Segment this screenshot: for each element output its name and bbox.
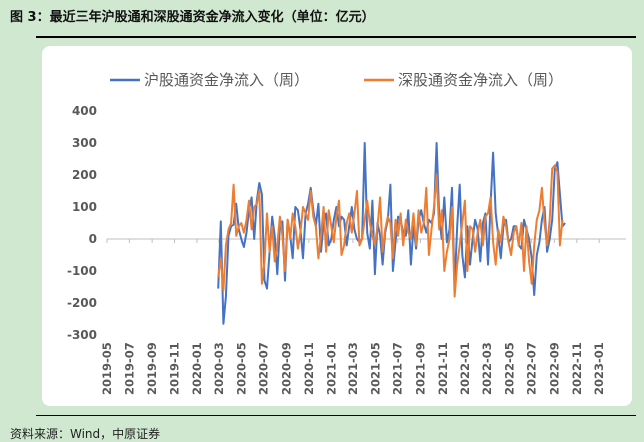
x-tick-label: 2019-11	[168, 342, 182, 395]
x-tick-label: 2021-09	[413, 342, 427, 395]
x-tick-label: 2019-07	[122, 342, 136, 395]
x-tick-label: 2021-03	[346, 342, 360, 395]
legend-label-sh: 沪股通资金净流入（周）	[144, 71, 309, 89]
y-axis: -300 -200 -100 0 100 200 300 400	[67, 104, 97, 342]
y-tick-label: 400	[72, 104, 97, 118]
x-tick-label: 2020-09	[279, 342, 293, 395]
x-tick-label: 2021-01	[324, 342, 338, 395]
line-chart: 沪股通资金净流入（周） 深股通资金净流入（周） -300 -200 -100 0 100…	[67, 71, 626, 395]
figure-title: 图 3：最近三年沪股通和深股通资金净流入变化（单位：亿元）	[10, 10, 375, 25]
x-tick-label: 2021-07	[391, 342, 405, 395]
x-tick-label: 2021-05	[368, 342, 382, 395]
top-rule	[36, 36, 636, 38]
y-tick-label: 100	[72, 200, 97, 214]
y-tick-label: 0	[89, 232, 97, 246]
x-tick-label: 2022-05	[502, 342, 516, 395]
x-tick-label: 2020-01	[190, 342, 204, 395]
x-tick-label: 2022-03	[480, 342, 494, 395]
source-note: 资料来源：Wind，中原证券	[10, 427, 161, 441]
x-tick-label: 2022-11	[570, 342, 584, 395]
x-tick-label: 2022-09	[547, 342, 561, 395]
y-tick-label: 300	[72, 136, 97, 150]
x-axis: 2019-05 2019-07 2019-09 2019-11 2020-01 2020-…	[100, 238, 626, 395]
plot-area	[217, 142, 566, 325]
y-tick-label: -100	[67, 264, 97, 278]
y-tick-label: -300	[67, 328, 97, 342]
y-tick-label: 200	[72, 168, 97, 182]
x-tick-label: 2021-11	[436, 342, 450, 395]
series-line-sz	[217, 164, 564, 298]
x-tick-label: 2020-05	[234, 342, 248, 395]
legend-label-sz: 深股通资金净流入（周）	[398, 71, 563, 89]
x-tick-label: 2019-09	[145, 342, 159, 395]
bottom-rule	[36, 415, 636, 416]
x-tick-label: 2020-03	[212, 342, 226, 395]
x-tick-label: 2023-01	[592, 342, 606, 395]
x-tick-label: 2020-07	[257, 342, 271, 395]
x-tick-label: 2020-11	[302, 342, 316, 395]
legend: 沪股通资金净流入（周） 深股通资金净流入（周）	[110, 71, 563, 89]
chart-panel: 沪股通资金净流入（周） 深股通资金净流入（周） -300 -200 -100 0 100…	[42, 46, 632, 406]
x-tick-label: 2019-05	[100, 342, 114, 395]
y-tick-label: -200	[67, 296, 97, 310]
x-tick-label: 2022-07	[525, 342, 539, 395]
x-tick-label: 2022-01	[458, 342, 472, 395]
